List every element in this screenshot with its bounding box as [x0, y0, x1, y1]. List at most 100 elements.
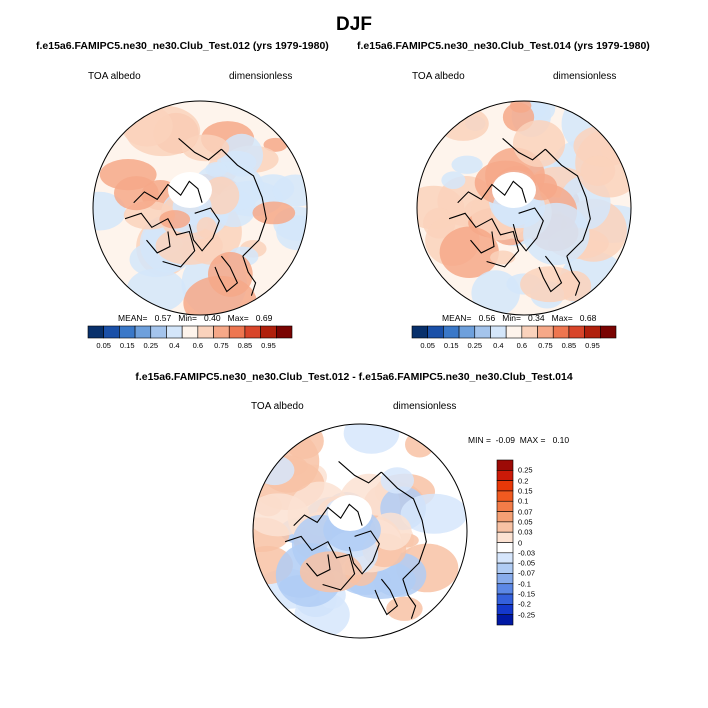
colorbar-swatch	[427, 325, 444, 339]
case2-title: f.e15a6.FAMIPC5.ne30_ne30.Club_Test.014 …	[357, 40, 650, 52]
max-label: Max=	[227, 313, 249, 323]
colorbar-swatch	[568, 325, 585, 339]
colorbar-swatch	[505, 325, 523, 339]
colorbar-tick-label: 0.85	[237, 341, 253, 350]
colorbar-tick-label: 0.25	[467, 341, 483, 350]
diff-title: f.e15a6.FAMIPC5.ne30_ne30.Club_Test.012 …	[135, 371, 573, 383]
panel1-colorbar	[87, 325, 293, 339]
colorbar-tick-label: 0.75	[538, 341, 553, 350]
colorbar-swatch	[496, 490, 514, 502]
colorbar-swatch	[552, 325, 570, 339]
min-label: Min=	[178, 313, 197, 323]
colorbar-tick-label: 0.2	[518, 476, 529, 486]
colorbar-tick-label: 0.15	[518, 486, 533, 496]
colorbar-tick-label: 0.07	[518, 507, 533, 517]
colorbar-swatch	[150, 325, 167, 339]
colorbar-swatch	[474, 325, 491, 339]
colorbar-swatch	[134, 325, 152, 339]
min-label: Min=	[502, 313, 521, 323]
colorbar-swatch	[496, 562, 514, 574]
colorbar-tick-label: 0.03	[518, 527, 533, 537]
panel3-colorbar	[496, 459, 514, 626]
max-value: 0.10	[552, 435, 570, 445]
colorbar-swatch	[181, 325, 199, 339]
colorbar-swatch	[496, 500, 514, 512]
panel1-variable-label: TOA albedo	[88, 71, 141, 82]
colorbar-tick-label: 0	[518, 538, 523, 547]
panel2-colorbar	[411, 325, 617, 339]
colorbar-tick-label: 0.05	[96, 341, 111, 350]
colorbar-tick-label: -0.03	[518, 548, 536, 558]
colorbar-tick-label: -0.15	[518, 589, 536, 599]
min-value: 0.40	[204, 313, 221, 323]
colorbar-swatch	[600, 325, 617, 339]
colorbar-swatch	[496, 593, 514, 605]
panel3-stats: MIN = -0.09 MAX = 0.10	[468, 435, 569, 445]
colorbar-swatch	[228, 325, 246, 339]
colorbar-swatch	[213, 325, 230, 339]
mean-label: MEAN=	[442, 313, 472, 323]
max-label: MAX =	[519, 435, 546, 445]
panel3-variable-label: TOA albedo	[251, 401, 304, 412]
mean-label: MEAN=	[118, 313, 148, 323]
colorbar-tick-label: 0.4	[493, 341, 504, 350]
colorbar-tick-label: 0.15	[443, 341, 459, 350]
panel1-units-label: dimensionless	[229, 71, 293, 82]
colorbar-swatch	[496, 521, 514, 533]
colorbar-swatch	[496, 531, 514, 543]
colorbar-swatch	[411, 325, 428, 339]
colorbar-swatch	[490, 325, 507, 339]
panel2-stats: MEAN= 0.56 Min= 0.34 Max= 0.68	[442, 313, 596, 323]
case1-title: f.e15a6.FAMIPC5.ne30_ne30.Club_Test.012 …	[36, 40, 329, 52]
colorbar-swatch	[458, 325, 476, 339]
colorbar-swatch	[496, 614, 514, 626]
colorbar-swatch	[496, 480, 514, 492]
colorbar-tick-label: 0.15	[119, 341, 135, 350]
colorbar-tick-label: 0.1	[518, 496, 529, 506]
colorbar-swatch	[103, 325, 120, 339]
max-value: 0.68	[579, 313, 597, 323]
colorbar-swatch	[119, 325, 136, 339]
panel3-units-label: dimensionless	[393, 401, 457, 412]
colorbar-swatch	[87, 325, 104, 339]
colorbar-swatch	[496, 573, 514, 585]
colorbar-tick-label: 0.05	[518, 517, 533, 527]
colorbar-tick-label: 0.85	[561, 341, 577, 350]
panel1-stats: MEAN= 0.57 Min= 0.40 Max= 0.69	[118, 313, 272, 323]
colorbar-tick-label: 0.6	[516, 341, 528, 350]
colorbar-swatch	[584, 325, 601, 339]
colorbar-tick-label: 0.4	[169, 341, 180, 350]
max-label: Max=	[551, 313, 573, 323]
mean-value: 0.56	[478, 313, 496, 323]
colorbar-swatch	[521, 325, 538, 339]
colorbar-tick-label: -0.1	[518, 579, 531, 589]
colorbar-swatch	[244, 325, 261, 339]
colorbar-swatch	[443, 325, 460, 339]
colorbar-tick-label: 0.25	[143, 341, 159, 350]
colorbar-tick-label: 0.95	[585, 341, 600, 350]
colorbar-swatch	[197, 325, 214, 339]
colorbar-swatch	[496, 542, 514, 554]
min-label: MIN =	[468, 435, 491, 445]
max-value: 0.69	[255, 313, 273, 323]
colorbar-swatch	[276, 325, 293, 339]
panel2-units-label: dimensionless	[553, 71, 617, 82]
colorbar-tick-label: 0.6	[192, 341, 204, 350]
season-title: DJF	[336, 14, 372, 35]
colorbar-swatch	[496, 583, 514, 595]
colorbar-tick-label: 0.05	[420, 341, 435, 350]
colorbar-swatch	[260, 325, 277, 339]
colorbar-swatch	[496, 459, 514, 471]
colorbar-swatch	[166, 325, 183, 339]
colorbar-tick-label: -0.05	[518, 558, 536, 568]
panel2-variable-label: TOA albedo	[412, 71, 465, 82]
colorbar-swatch	[537, 325, 554, 339]
panel3-map	[252, 423, 468, 639]
colorbar-tick-label: 0.95	[261, 341, 276, 350]
colorbar-swatch	[496, 470, 514, 481]
colorbar-tick-label: 0.25	[518, 465, 533, 475]
min-value: -0.09	[495, 435, 516, 445]
colorbar-tick-label: -0.07	[518, 568, 536, 578]
colorbar-swatch	[496, 552, 514, 564]
